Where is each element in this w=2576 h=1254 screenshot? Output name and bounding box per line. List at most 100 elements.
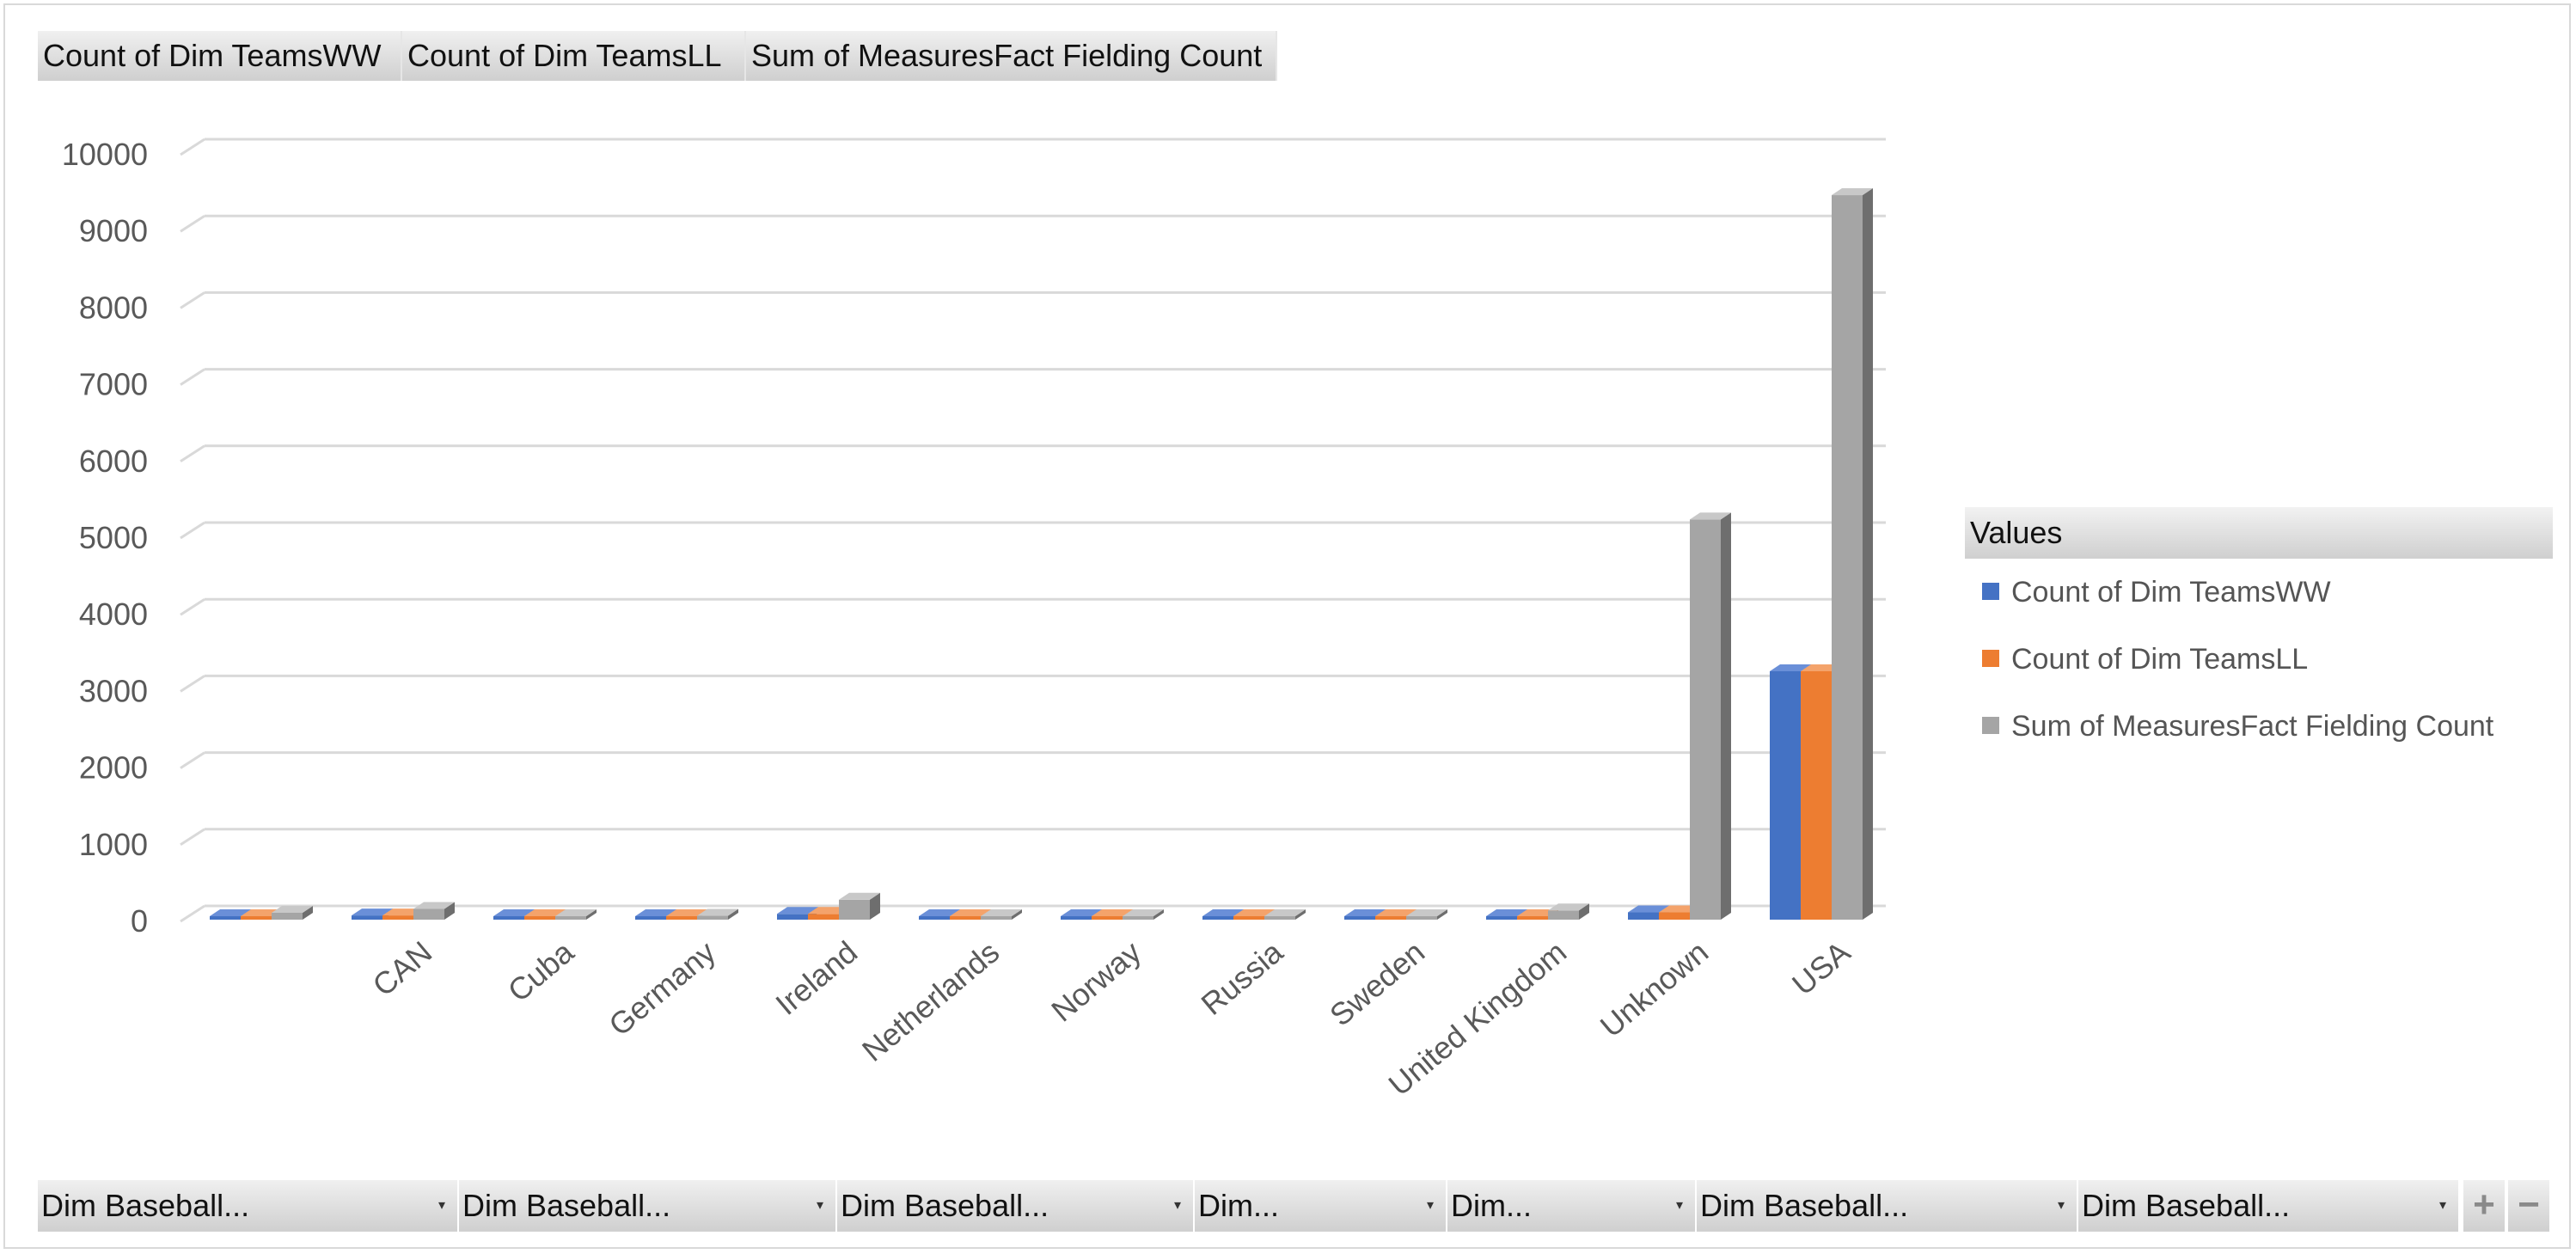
- bar: [272, 912, 303, 920]
- bar: [382, 915, 413, 920]
- bar: [352, 915, 382, 920]
- dropdown-arrow-icon: ▾: [1426, 1198, 1434, 1213]
- bar-side: [1721, 512, 1731, 920]
- bar-top: [1690, 512, 1731, 520]
- bar: [524, 916, 555, 920]
- y-tick-label: 9000: [79, 213, 148, 248]
- legend-swatch: [1982, 583, 1999, 601]
- bar: [1517, 916, 1548, 920]
- legend-item: Count of Dim TeamsLL: [1982, 638, 2308, 681]
- bar-side: [444, 902, 455, 920]
- axis-field-dropdown[interactable]: Dim Baseball... ▾: [837, 1180, 1195, 1232]
- y-tick-label: 3000: [79, 673, 148, 708]
- bar: [1690, 519, 1721, 920]
- legend-swatch: [1982, 717, 1999, 735]
- bar-side: [303, 905, 313, 920]
- bar-top: [352, 908, 393, 916]
- gridline: [180, 751, 205, 769]
- collapse-field-button[interactable]: −: [2508, 1180, 2549, 1232]
- y-tick-label: 4000: [79, 596, 148, 632]
- bar: [1375, 916, 1406, 920]
- chart-frame: Count of Dim TeamsWW Count of Dim TeamsL…: [3, 3, 2571, 1249]
- bar-side: [1437, 909, 1447, 920]
- gridline: [180, 138, 205, 156]
- bar-side: [1012, 909, 1022, 920]
- bar: [635, 916, 666, 920]
- gridline: [180, 828, 205, 847]
- bar-top: [1233, 909, 1275, 916]
- bar-top: [1406, 909, 1447, 916]
- bar-side: [870, 892, 880, 920]
- y-tick-label: 10000: [62, 137, 148, 172]
- bar: [1486, 916, 1517, 920]
- bar: [950, 916, 981, 920]
- axis-field-label: Dim Baseball...: [841, 1188, 1049, 1223]
- bar: [1233, 916, 1264, 920]
- gridline: [180, 521, 205, 540]
- bar: [1264, 916, 1295, 920]
- legend-label: Count of Dim TeamsLL: [2011, 643, 2309, 676]
- dropdown-arrow-icon: ▾: [816, 1198, 823, 1213]
- bar: [666, 916, 697, 920]
- bar-side: [1863, 188, 1873, 920]
- legend-item: Count of Dim TeamsWW: [1982, 571, 2331, 614]
- bar-top: [919, 909, 960, 916]
- bar: [1801, 670, 1832, 920]
- y-tick-label: 2000: [79, 750, 148, 786]
- x-tick-label: CAN: [366, 934, 439, 1003]
- dropdown-arrow-icon: ▾: [1675, 1198, 1683, 1213]
- bar: [241, 915, 272, 920]
- x-tick-label: Germany: [602, 934, 722, 1043]
- bar-top: [666, 909, 707, 916]
- axis-field-dropdown[interactable]: Dim Baseball... ▾: [459, 1180, 837, 1232]
- bar: [1406, 916, 1437, 920]
- x-tick-label: Norway: [1044, 934, 1147, 1029]
- axis-field-dropdown[interactable]: Dim... ▾: [1447, 1180, 1697, 1232]
- bar-top: [1628, 905, 1669, 913]
- legend-title[interactable]: Values: [1965, 507, 2553, 559]
- x-tick-label: Cuba: [501, 933, 581, 1008]
- bar-side: [1153, 909, 1164, 920]
- bar: [1548, 910, 1579, 920]
- legend-item: Sum of MeasuresFact Fielding Count: [1982, 705, 2493, 748]
- bar: [1123, 916, 1153, 920]
- bar: [697, 915, 728, 920]
- bar-top: [950, 909, 991, 916]
- legend-swatch: [1982, 650, 1999, 668]
- gridline: [180, 368, 205, 386]
- y-tick-label: 7000: [79, 367, 148, 402]
- bar-top: [777, 907, 818, 915]
- bar: [555, 916, 586, 920]
- values-field-button[interactable]: Sum of MeasuresFact Fielding Count: [746, 31, 1277, 81]
- bar-top: [981, 909, 1022, 916]
- bar: [808, 914, 839, 920]
- bar: [839, 899, 870, 920]
- x-tick-label: Russia: [1194, 933, 1289, 1022]
- bar-top: [635, 909, 676, 916]
- bar-top: [697, 908, 738, 916]
- axis-field-dropdown[interactable]: Dim Baseball... ▾: [1697, 1180, 2078, 1232]
- bar-top: [493, 909, 535, 916]
- x-tick-label: Ireland: [768, 934, 864, 1022]
- bar: [1202, 916, 1233, 920]
- axis-field-dropdown[interactable]: Dim Baseball... ▾: [2078, 1180, 2460, 1232]
- gridline: [180, 214, 205, 233]
- bar-top: [1548, 903, 1589, 911]
- bar: [1832, 195, 1863, 920]
- dropdown-arrow-icon: ▾: [2438, 1198, 2446, 1213]
- expand-field-button[interactable]: +: [2463, 1180, 2505, 1232]
- y-tick-label: 6000: [79, 443, 148, 479]
- bar-side: [1579, 903, 1589, 920]
- gridline: [180, 291, 205, 309]
- values-field-button[interactable]: Count of Dim TeamsWW: [38, 31, 402, 81]
- bar-top: [1344, 909, 1386, 916]
- bar: [1092, 916, 1123, 920]
- gridline: [180, 675, 205, 693]
- bar-top: [1202, 909, 1244, 916]
- axis-field-dropdown[interactable]: Dim Baseball... ▾: [38, 1180, 459, 1232]
- bar-top: [413, 902, 455, 909]
- bar-top: [839, 892, 880, 900]
- bar: [493, 916, 524, 920]
- axis-field-dropdown[interactable]: Dim... ▾: [1195, 1180, 1447, 1232]
- values-field-button[interactable]: Count of Dim TeamsLL: [402, 31, 746, 81]
